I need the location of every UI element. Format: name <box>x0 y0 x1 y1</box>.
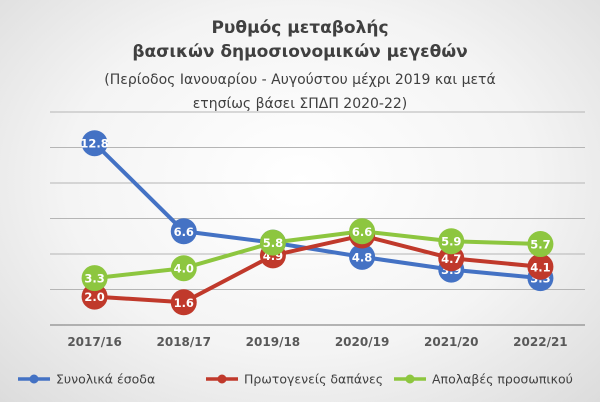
chart-title-line-1: Ρυθμός μεταβολής <box>211 18 388 38</box>
x-tick-label: 2020/19 <box>335 335 389 349</box>
data-point <box>349 243 376 270</box>
x-tick-label: 2022/21 <box>513 335 567 349</box>
legend-label: Πρωτογενείς δαπάνες <box>244 372 383 387</box>
chart-subtitle-line-1: (Περίοδος Ιανουαρίου - Αυγούστου μέχρι 2… <box>104 72 495 88</box>
data-label: 1.6 <box>174 296 194 310</box>
series-line-3 <box>92 229 543 281</box>
data-label: 4.0 <box>174 262 194 276</box>
x-tick-label: 2017/16 <box>67 335 121 349</box>
data-label: 5.9 <box>441 235 461 249</box>
data-label: 6.6 <box>352 225 372 239</box>
data-point <box>527 231 554 258</box>
data-label: 4.7 <box>441 252 461 266</box>
chart-subtitle-line-2: ετησίως βάσει ΣΠΔΠ 2020-22) <box>193 96 408 112</box>
data-point <box>259 229 286 256</box>
data-point <box>170 289 197 316</box>
x-tick-label: 2021/20 <box>424 335 478 349</box>
data-point <box>81 283 108 310</box>
data-point <box>349 218 376 245</box>
legend-label: Συνολικά έσοδα <box>56 372 155 387</box>
data-point <box>438 228 465 255</box>
data-point <box>170 255 197 282</box>
data-point <box>81 265 108 292</box>
data-point <box>527 253 554 280</box>
data-label: 3.3 <box>84 272 104 286</box>
data-label: 6.6 <box>174 225 194 239</box>
legend-swatch-marker <box>405 374 415 384</box>
data-label: 4.8 <box>352 250 372 264</box>
legend-label: Απολαβές προσωπικού <box>432 372 573 387</box>
data-label: 12.8 <box>80 137 108 151</box>
series-line-1 <box>92 141 543 281</box>
legend-swatch-marker <box>217 374 227 384</box>
chart-title-line-2: βασικών δημοσιονομικών μεγεθών <box>132 42 467 62</box>
data-label: 2.0 <box>84 290 104 304</box>
legend-swatch-marker <box>29 374 39 384</box>
x-tick-label: 2018/17 <box>157 335 211 349</box>
data-label: 4.1 <box>530 260 550 274</box>
data-label: 5.7 <box>530 238 550 252</box>
data-point <box>81 130 108 157</box>
series-line-2 <box>92 233 543 305</box>
x-tick-label: 2019/18 <box>246 335 300 349</box>
data-point <box>170 218 197 245</box>
data-label: 5.8 <box>263 236 283 250</box>
